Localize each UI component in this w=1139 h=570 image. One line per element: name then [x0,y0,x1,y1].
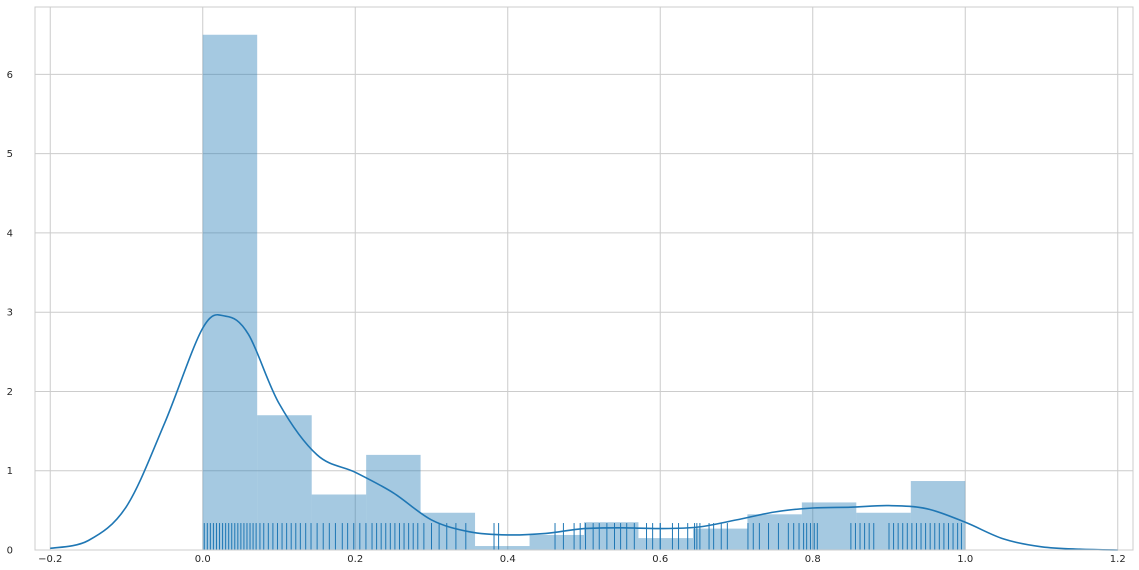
x-axis-ticks: −0.2 0.0 0.2 0.4 0.6 0.8 1.0 1.2 [38,554,1126,565]
histogram-bar [257,415,312,550]
y-tick-label: 5 [7,149,13,160]
histogram-bar [910,481,966,550]
plot-frame [34,6,1134,551]
y-axis-ticks: 0 1 2 3 4 5 6 [7,70,13,557]
y-tick-label: 2 [7,387,13,398]
x-tick-label: 0.2 [347,554,363,565]
histogram-bar [747,514,802,550]
y-tick-label: 3 [7,308,13,319]
x-tick-label: 0.0 [195,554,211,565]
histogram-bar [856,512,911,550]
x-tick-label: 0.4 [500,554,516,565]
x-tick-label: 0.8 [805,554,821,565]
y-tick-label: 1 [7,466,13,477]
histogram-bar [638,538,693,550]
y-tick-label: 4 [7,228,13,239]
grid [35,7,1133,551]
x-tick-label: 1.2 [1110,554,1126,565]
x-tick-label: 0.6 [652,554,668,565]
plot-area-border [34,6,1134,551]
histogram-bar [475,546,530,550]
histogram-bar [692,528,748,550]
rug-marks [203,523,962,550]
histogram-bar [366,454,421,550]
x-tick-label: 1.0 [957,554,973,565]
y-tick-label: 6 [7,70,13,81]
histogram-bar [202,34,258,551]
kde-curve-group [50,313,1118,551]
kde-curve [50,313,1118,551]
histogram-bar [584,522,639,550]
y-tick-label: 0 [7,546,13,557]
histogram-bars [202,34,966,551]
histogram-bar [311,494,367,550]
x-tick-label: −0.2 [38,554,62,565]
histogram-bar [529,534,584,550]
